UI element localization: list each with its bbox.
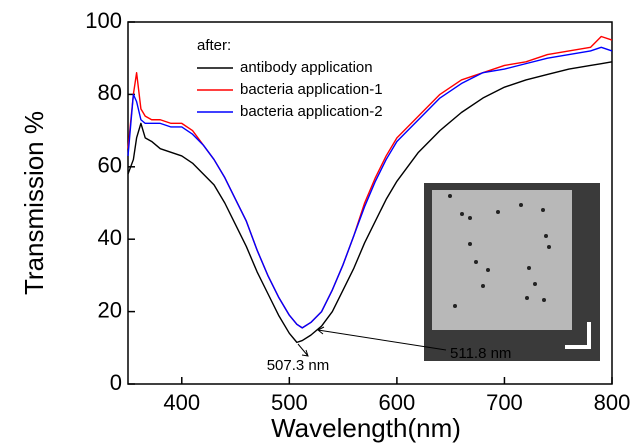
x-tick-label: 400 [163, 390, 200, 415]
inset-square [432, 190, 572, 330]
x-tick-label: 700 [486, 390, 523, 415]
y-tick-label: 40 [98, 225, 122, 250]
y-tick-label: 20 [98, 297, 122, 322]
x-axis-label: Wavelength(nm) [271, 413, 461, 443]
y-tick-label: 0 [110, 370, 122, 395]
y-tick-label: 60 [98, 153, 122, 178]
series-line [127, 61, 613, 344]
y-tick-label: 80 [98, 80, 122, 105]
x-tick-label: 500 [271, 390, 308, 415]
y-axis-label: Transmission % [19, 111, 49, 295]
plot-frame [127, 21, 613, 385]
legend-label: antibody application [240, 59, 373, 76]
y-tick-label: 100 [85, 8, 122, 33]
annotation: 507.3 nm [267, 357, 330, 374]
x-tick-label: 800 [594, 390, 631, 415]
series-line [127, 46, 613, 329]
legend-label: bacteria application-1 [240, 81, 383, 98]
annotation: 511.8 nm [450, 345, 511, 362]
inset-dots [448, 194, 551, 308]
annotation-arrows [297, 326, 447, 357]
legend-title: after: [197, 37, 231, 54]
x-tick-label: 600 [379, 390, 416, 415]
inset-image [424, 183, 600, 361]
legend-label: bacteria application-2 [240, 103, 383, 120]
scale-bar [565, 322, 591, 349]
